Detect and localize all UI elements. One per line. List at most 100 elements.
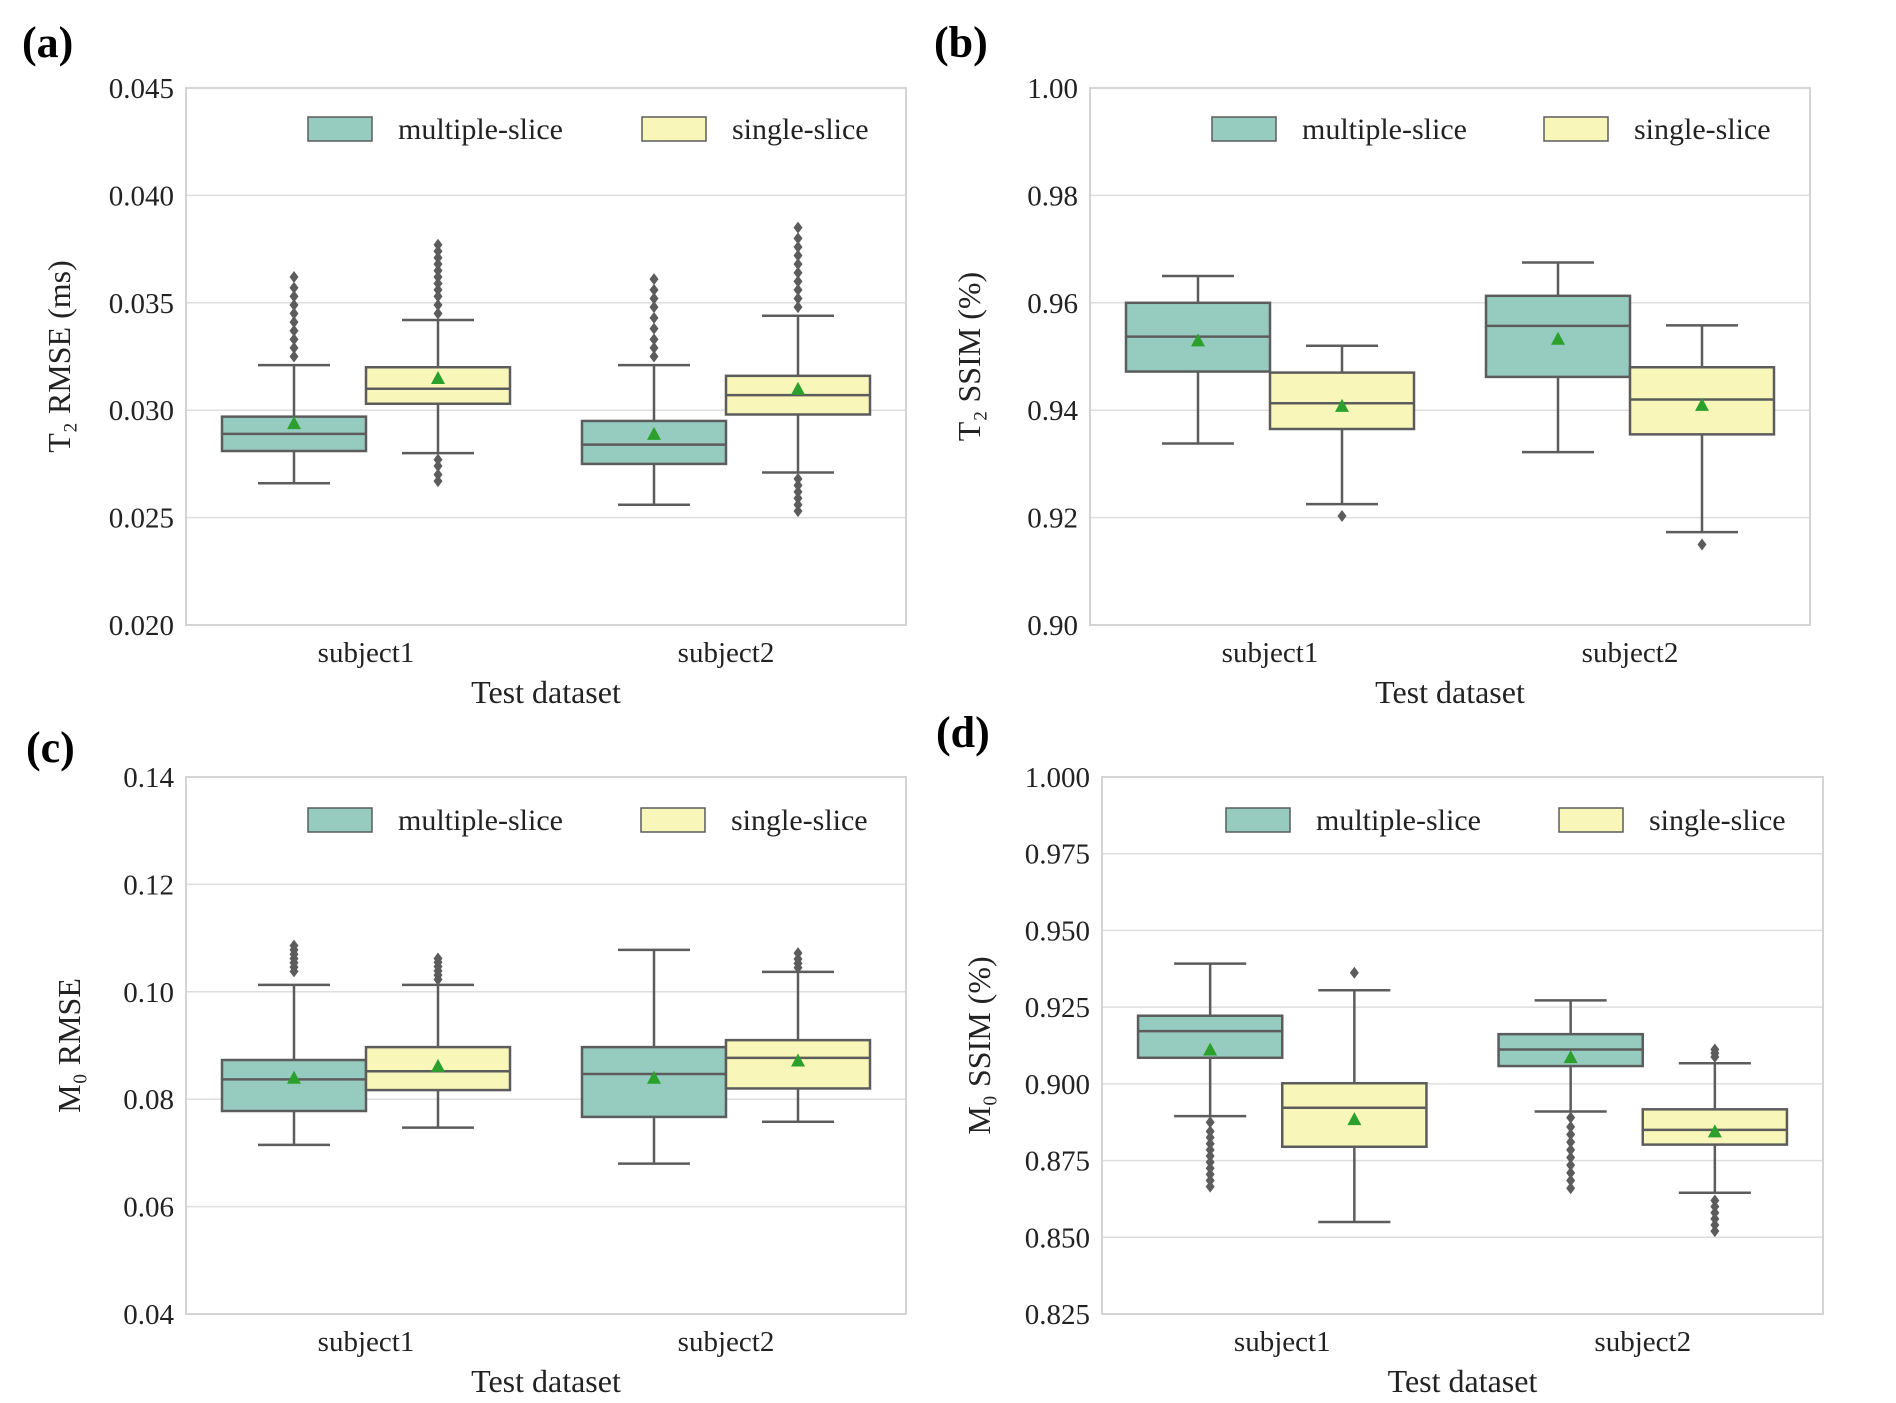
outlier-point [1710,1194,1720,1207]
x-tick-label: subject2 [1582,637,1679,669]
box-multiple-slice-subject2 [1484,261,1632,454]
outlier-point [433,290,443,303]
outlier-point [793,492,803,505]
y-tick-label: 0.875 [1025,1146,1090,1178]
y-tick-label: 0.98 [1027,180,1078,212]
outlier-point [793,266,803,279]
x-axis-label: Test dataset [1375,674,1525,710]
box-single-slice-subject1 [364,238,512,488]
y-tick-label: 0.96 [1027,288,1078,320]
outlier-point [793,240,803,253]
x-axis-label: Test dataset [1388,1363,1538,1399]
legend-label-multiple-slice: multiple-slice [398,804,563,837]
outlier-point [289,341,299,354]
outlier-point [433,460,443,473]
outlier-point [649,283,659,296]
box-multiple-slice-subject1 [1136,962,1284,1193]
y-axis-label: T₂ SSIM (%) [951,272,987,441]
outlier-point [1566,1136,1576,1149]
x-tick-label: subject2 [678,637,775,669]
panel-b: 0.90 0.92 0.94 0.96 0.98 1.00 subject1 subject2… [934,18,1811,710]
outlier-point [1205,1180,1215,1193]
y-tick-label: 0.92 [1027,503,1078,535]
outlier-point [793,505,803,518]
y-tick-label: 0.020 [109,610,174,642]
outlier-point [793,292,803,305]
outlier-point [649,301,659,314]
outlier-point [433,952,443,965]
y-axis-label: M₀ SSIM (%) [961,956,997,1134]
box-single-slice-subject2 [1641,1043,1789,1238]
outlier-point [1205,1137,1215,1150]
y-tick-label: 0.94 [1027,395,1078,427]
legend-swatch-single-slice [640,807,706,833]
box-single-slice-subject2 [724,947,872,1124]
mean-marker [1191,333,1205,347]
y-tick-label: 0.900 [1025,1069,1090,1101]
legend-swatch-single-slice [1543,116,1609,142]
y-tick-label: 0.12 [123,869,174,901]
legend-label-multiple-slice: multiple-slice [398,113,563,146]
x-axis-label: Test dataset [471,1363,621,1399]
y-tick-label: 0.90 [1027,610,1078,642]
plot-frame [1101,776,1824,1315]
outlier-point [1205,1174,1215,1187]
y-tick-label: 0.030 [109,395,174,427]
outlier-point [793,232,803,245]
outlier-point [1337,509,1347,522]
outlier-point [793,283,803,296]
outlier-point [433,245,443,258]
mean-marker [1551,331,1565,345]
outlier-point [289,298,299,311]
plot-frame [185,87,907,626]
mean-marker [791,1053,805,1067]
box-single-slice-subject1 [364,952,512,1129]
outlier-point [1710,1043,1720,1056]
outlier-point [793,275,803,288]
outlier-point [649,273,659,286]
mean-marker [431,1058,445,1072]
y-tick-label: 0.08 [123,1084,174,1116]
box-multiple-slice-subject1 [220,939,368,1147]
legend-swatch-single-slice [641,116,707,142]
panel-c: 0.04 0.06 0.08 0.10 0.12 0.14 subject1 subject2… [26,723,907,1399]
legend-label-single-slice: single-slice [731,804,868,837]
y-axis-label: M₀ RMSE [51,978,87,1113]
panel-a: 0.020 0.025 0.030 0.035 0.040 0.045 subject1 su… [22,18,907,710]
outlier-point [1566,1151,1576,1164]
panel-label: (a) [22,18,73,67]
outlier-point [1205,1168,1215,1181]
mean-marker [791,381,805,395]
y-tick-label: 0.035 [109,288,174,320]
outlier-point [433,258,443,271]
mean-marker [1347,1112,1362,1126]
outlier-point [289,350,299,363]
outlier-point [433,307,443,320]
outlier-point [649,333,659,346]
outlier-point [649,311,659,324]
legend-swatch-single-slice [1558,807,1624,833]
outlier-point [1710,1212,1720,1225]
y-tick-label: 0.14 [123,762,174,794]
outlier-point [433,264,443,277]
outlier-point [1566,1128,1576,1141]
outlier-point [793,498,803,511]
outlier-point [1566,1111,1576,1124]
y-tick-label: 1.00 [1027,73,1078,105]
legend-swatch-multiple-slice [307,116,373,142]
mean-marker [1707,1124,1722,1138]
mean-marker [647,426,661,440]
outlier-point [289,290,299,303]
x-axis-label: Test dataset [471,674,621,710]
mean-marker [647,1070,661,1084]
outlier-point [1697,538,1707,551]
outlier-point [1566,1143,1576,1156]
outlier-point [1205,1149,1215,1162]
mean-marker [1695,397,1709,411]
x-tick-label: subject1 [318,637,415,669]
y-tick-label: 0.950 [1025,915,1090,947]
outlier-point [793,485,803,498]
outlier-point [649,322,659,335]
outlier-point [289,281,299,294]
